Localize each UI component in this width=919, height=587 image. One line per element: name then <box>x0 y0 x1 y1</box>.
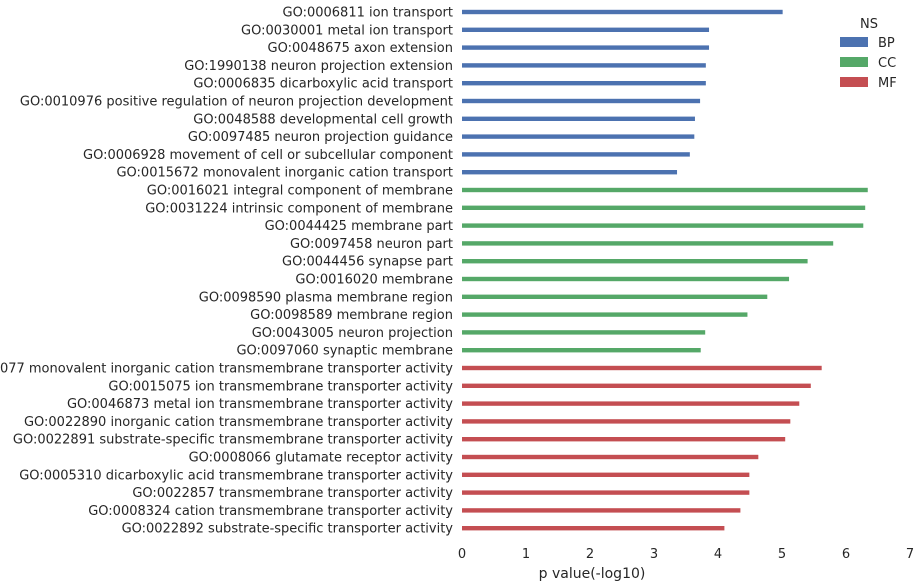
x-tick-label: 0 <box>458 547 466 562</box>
legend-swatch-mf <box>840 77 868 87</box>
bar-cc-14 <box>462 259 808 264</box>
bar-cc-17 <box>462 312 748 317</box>
category-label: GO:0022891 substrate-specific transmembr… <box>13 433 453 448</box>
x-tick-label: 5 <box>778 547 786 562</box>
bar-mf-25 <box>462 454 759 460</box>
legend-label-cc: CC <box>878 56 896 71</box>
category-label: GO:0048588 developmental cell growth <box>193 112 453 127</box>
x-axis-label: p value(-log10) <box>539 566 646 582</box>
bar-cc-11 <box>462 205 866 210</box>
category-label: GO:0006835 dicarboxylic acid transport <box>193 77 453 92</box>
category-label: GO:0015077 monovalent inorganic cation t… <box>0 362 453 377</box>
bar-cc-12 <box>462 223 864 228</box>
category-label: GO:0008066 glutamate receptor activity <box>189 451 454 466</box>
legend-swatch-bp <box>840 37 868 47</box>
bar-cc-18 <box>462 330 706 335</box>
x-tick-label: 4 <box>714 547 722 562</box>
category-label: GO:0016020 membrane <box>295 273 453 288</box>
bar-bp-4 <box>462 81 706 86</box>
category-label: GO:0044456 synapse part <box>282 255 453 270</box>
bar-cc-10 <box>462 187 868 193</box>
category-label: GO:0015672 monovalent inorganic cation t… <box>116 166 453 181</box>
bar-bp-3 <box>462 63 706 68</box>
bar-bp-2 <box>462 45 710 50</box>
bar-bp-8 <box>462 152 690 157</box>
bar-cc-15 <box>462 276 790 282</box>
category-label: GO:0022890 inorganic cation transmembran… <box>24 415 453 430</box>
category-label: GO:0097060 synaptic membrane <box>236 344 453 359</box>
x-axis-ticks: 0 1 2 3 4 5 6 7 <box>458 547 914 562</box>
category-label: GO:0048675 axon extension <box>268 41 453 56</box>
bar-mf-28 <box>462 508 741 513</box>
x-tick-label: 3 <box>650 547 658 562</box>
bar-mf-24 <box>462 437 786 442</box>
legend-swatch-cc <box>840 57 868 67</box>
category-label: GO:0010976 positive regulation of neuron… <box>20 95 453 110</box>
x-tick-label: 2 <box>586 547 594 562</box>
bars-layer <box>462 9 868 531</box>
category-label: GO:0043005 neuron projection <box>252 326 453 341</box>
category-label: GO:1990138 neuron projection extension <box>184 59 453 74</box>
bar-mf-29 <box>462 526 725 531</box>
bar-cc-19 <box>462 348 701 353</box>
category-label: GO:0030001 metal ion transport <box>241 23 453 38</box>
legend-label-mf: MF <box>878 76 897 91</box>
category-label: GO:0006811 ion transport <box>283 6 454 21</box>
legend-label-bp: BP <box>878 36 895 51</box>
x-tick-label: 1 <box>522 547 530 562</box>
bar-bp-1 <box>462 27 710 32</box>
category-label: GO:0015075 ion transmembrane transporter… <box>108 379 453 394</box>
category-label: GO:0097485 neuron projection guidance <box>188 130 453 145</box>
category-labels: GO:0006811 ion transport GO:0030001 metal… <box>0 6 453 537</box>
bar-bp-9 <box>462 170 678 175</box>
bar-bp-6 <box>462 116 695 121</box>
category-label: GO:0044425 membrane part <box>265 219 453 234</box>
category-label: GO:0005310 dicarboxylic acid transmembra… <box>19 468 453 483</box>
bar-bp-7 <box>462 134 695 139</box>
category-label: GO:0097458 neuron part <box>290 237 453 252</box>
bar-cc-16 <box>462 294 768 299</box>
category-label: GO:0098590 plasma membrane region <box>199 290 453 305</box>
category-label: GO:0022857 transmembrane transporter act… <box>132 486 453 501</box>
x-tick-label: 7 <box>906 547 914 562</box>
category-label: GO:0022892 substrate-specific transporte… <box>122 522 454 537</box>
category-label: GO:0046873 metal ion transmembrane trans… <box>67 397 453 412</box>
x-tick-label: 6 <box>842 547 850 562</box>
bar-mf-21 <box>462 383 811 388</box>
bar-mf-22 <box>462 401 800 406</box>
bar-mf-20 <box>462 365 822 371</box>
bar-mf-26 <box>462 472 750 477</box>
bar-mf-27 <box>462 490 750 495</box>
category-label: GO:0031224 intrinsic component of membra… <box>145 201 453 216</box>
bar-bp-0 <box>462 9 783 15</box>
category-label: GO:0006928 movement of cell or subcellul… <box>83 148 453 163</box>
bar-mf-23 <box>462 419 791 424</box>
category-label: GO:0008324 cation transmembrane transpor… <box>88 504 453 519</box>
bar-cc-13 <box>462 241 834 246</box>
category-label: GO:0016021 integral component of membran… <box>147 184 453 199</box>
bar-bp-5 <box>462 98 701 104</box>
legend-title: NS <box>860 17 878 32</box>
category-label: GO:0098589 membrane region <box>250 308 453 323</box>
